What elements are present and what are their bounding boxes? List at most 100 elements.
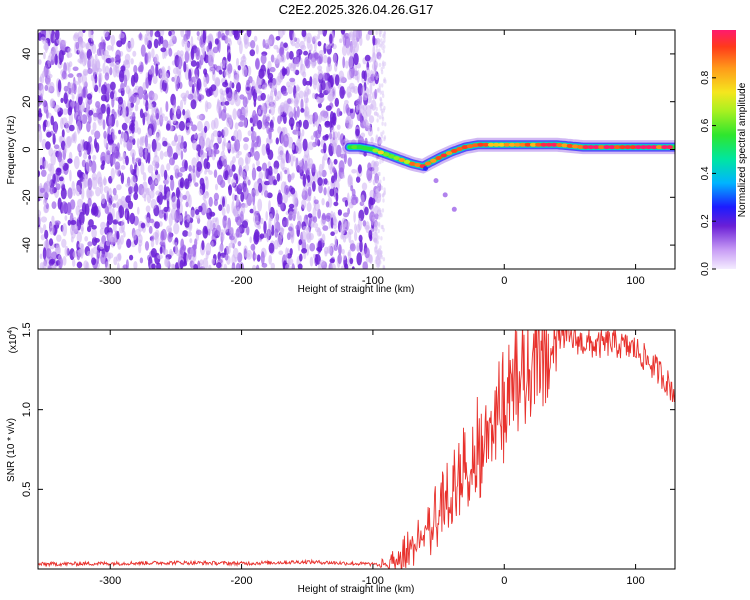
- noise-blob: [142, 94, 148, 101]
- noise-blob: [202, 225, 209, 239]
- signal-peak: [551, 142, 558, 147]
- noise-blob: [376, 112, 379, 117]
- noise-blob: [222, 81, 229, 88]
- x-tick-label: 0: [501, 275, 507, 287]
- noise-blob: [306, 167, 311, 178]
- noise-blob: [67, 47, 72, 53]
- noise-blob: [204, 170, 207, 175]
- noise-blob: [199, 177, 205, 186]
- noise-blob: [151, 48, 155, 59]
- noise-blob: [69, 169, 72, 182]
- noise-blob: [86, 93, 93, 100]
- noise-blob: [260, 251, 265, 265]
- noise-blob: [324, 120, 331, 128]
- noise-blob: [121, 200, 126, 208]
- noise-blob: [178, 120, 185, 132]
- noise-blob: [325, 43, 331, 50]
- noise-blob: [117, 108, 121, 118]
- noise-blob: [86, 108, 89, 114]
- noise-blob: [101, 193, 106, 205]
- noise-blob: [228, 30, 234, 37]
- noise-blob: [384, 122, 387, 127]
- noise-blob: [87, 68, 93, 75]
- noise-blob: [116, 40, 123, 48]
- signal-peak: [482, 142, 490, 147]
- noise-blob: [217, 174, 223, 186]
- noise-blob: [377, 127, 380, 132]
- noise-blob: [382, 48, 385, 54]
- noise-blob: [354, 223, 357, 232]
- noise-blob: [301, 199, 307, 209]
- noise-blob: [92, 154, 97, 161]
- noise-blob: [347, 32, 352, 38]
- noise-blob: [139, 136, 143, 149]
- noise-blob: [300, 108, 305, 113]
- noise-blob: [137, 86, 144, 100]
- noise-blob: [192, 244, 197, 258]
- noise-blob: [281, 54, 286, 63]
- noise-blob: [121, 108, 127, 118]
- noise-blob: [123, 59, 130, 65]
- noise-blob: [254, 80, 261, 94]
- noise-blob: [183, 251, 187, 265]
- noise-blob: [218, 204, 223, 212]
- noise-blob: [87, 226, 92, 233]
- noise-blob: [39, 165, 43, 170]
- signal-peak: [477, 142, 484, 147]
- signal-peak: [503, 142, 511, 147]
- noise-blob: [360, 194, 365, 205]
- noise-blob: [274, 228, 279, 238]
- noise-blob: [61, 70, 67, 80]
- noise-blob: [127, 103, 132, 108]
- noise-blob: [380, 30, 383, 34]
- noise-blob: [317, 41, 322, 47]
- noise-blob: [374, 205, 379, 215]
- noise-blob: [344, 60, 349, 69]
- noise-blob: [232, 108, 237, 121]
- noise-blob: [329, 111, 334, 124]
- noise-blob: [55, 242, 60, 251]
- signal-peak: [624, 145, 631, 150]
- noise-blob: [209, 61, 214, 71]
- noise-blob: [240, 204, 246, 215]
- noise-blob: [263, 220, 267, 234]
- noise-blob: [372, 70, 377, 77]
- noise-blob: [295, 224, 300, 231]
- noise-blob: [276, 234, 282, 248]
- noise-blob: [325, 105, 332, 111]
- noise-blob: [65, 121, 71, 133]
- noise-blob: [207, 54, 211, 63]
- spectrogram-plot: 40 20 0 -20 -40 -300 -200 -100 0 100 Height of s…: [6, 29, 676, 295]
- noise-blob: [213, 144, 217, 158]
- noise-blob: [269, 103, 276, 116]
- noise-blob: [264, 39, 271, 46]
- signal-peak: [540, 142, 547, 147]
- noise-blob: [303, 90, 307, 98]
- noise-blob: [140, 44, 146, 57]
- noise-blob: [176, 198, 181, 211]
- noise-blob: [325, 201, 330, 208]
- noise-blob: [205, 88, 212, 97]
- noise-blob: [370, 205, 375, 214]
- noise-blob: [50, 115, 54, 126]
- noise-blob: [129, 115, 136, 121]
- noise-blob: [175, 187, 180, 199]
- noise-blob: [87, 241, 93, 247]
- noise-blob: [79, 105, 86, 113]
- noise-blob: [311, 57, 316, 69]
- noise-blob: [188, 77, 193, 88]
- noise-blob: [287, 173, 292, 183]
- noise-blob: [190, 209, 195, 219]
- noise-blob: [250, 243, 256, 251]
- noise-blob: [104, 205, 110, 215]
- noise-blob: [222, 126, 229, 137]
- noise-blob: [232, 156, 236, 164]
- noise-blob: [348, 55, 354, 69]
- colorbar: 0.0 0.2 0.4 0.6 0.8 Normalized spectral ampl…: [700, 30, 748, 276]
- snr-plot: 0.5 1.0 1.5 -300 -200 -100 0 100 Height of str…: [6, 322, 676, 595]
- noise-blob: [130, 149, 136, 158]
- noise-blob: [117, 156, 123, 162]
- noise-blob: [186, 215, 191, 223]
- noise-blob: [258, 171, 264, 181]
